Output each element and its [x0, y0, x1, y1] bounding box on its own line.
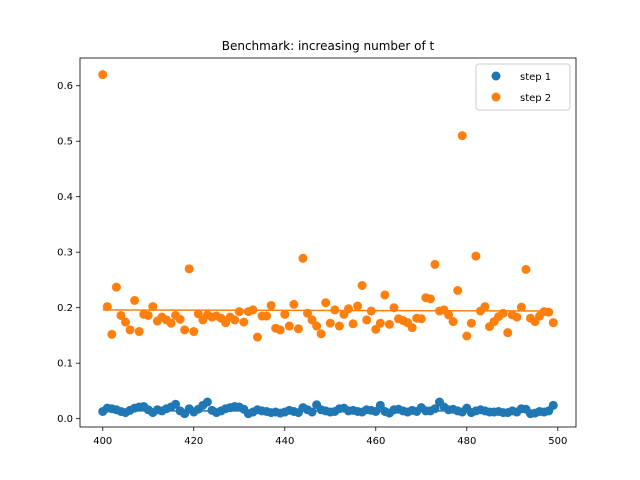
data-point-series-2	[121, 317, 130, 327]
y-tick-label: 0.5	[57, 137, 73, 148]
data-point-series-2	[453, 286, 463, 295]
data-point-series-2	[548, 318, 558, 328]
data-point-series-1	[548, 400, 558, 410]
data-point-series-2	[298, 253, 308, 263]
data-point-series-2	[389, 303, 399, 313]
data-point-series-2	[380, 290, 390, 300]
data-point-series-2	[366, 306, 376, 316]
data-point-series-2	[262, 311, 272, 321]
chart-title: Benchmark: increasing number of t	[222, 39, 435, 53]
y-tick-label: 0.0	[57, 414, 73, 425]
data-point-series-2	[325, 318, 335, 328]
data-point-series-1	[171, 399, 181, 409]
data-point-series-2	[175, 314, 185, 324]
data-point-series-2	[430, 259, 440, 269]
data-point-series-2	[252, 332, 262, 342]
y-tick-label: 0.2	[57, 303, 73, 314]
data-point-series-2	[462, 331, 472, 341]
data-point-series-2	[184, 264, 194, 274]
data-point-series-2	[166, 318, 176, 328]
y-tick-label: 0.4	[57, 192, 73, 203]
data-point-series-2	[416, 314, 426, 324]
legend-marker-series-2	[491, 92, 501, 102]
data-point-series-2	[375, 318, 385, 328]
data-point-series-2	[348, 319, 358, 329]
data-point-series-1	[202, 397, 212, 407]
data-point-series-2	[330, 305, 340, 315]
x-tick-label: 480	[457, 436, 476, 447]
data-point-series-2	[116, 310, 126, 320]
y-tick-label: 0.3	[57, 248, 73, 259]
data-point-series-2	[466, 318, 476, 328]
x-tick-label: 460	[366, 436, 385, 447]
data-point-series-2	[280, 309, 290, 319]
data-point-series-2	[239, 317, 249, 327]
data-point-series-2	[111, 282, 121, 292]
y-tick-label: 0.6	[57, 81, 73, 92]
legend-label-series-2: step 2	[520, 93, 551, 104]
data-point-series-1	[307, 407, 317, 417]
data-point-series-2	[102, 302, 112, 312]
legend-marker-series-1	[491, 71, 501, 81]
x-tick-label: 500	[548, 436, 567, 447]
data-point-series-2	[107, 329, 117, 339]
x-tick-label: 440	[275, 436, 294, 447]
data-point-series-2	[471, 251, 481, 261]
data-point-series-2	[362, 315, 372, 325]
data-point-series-2	[275, 325, 285, 335]
y-tick-label: 0.1	[57, 359, 73, 370]
data-point-series-2	[134, 327, 144, 337]
data-point-series-2	[234, 307, 244, 317]
data-point-series-2	[143, 310, 153, 320]
data-point-series-2	[544, 307, 554, 317]
data-point-series-2	[148, 302, 158, 312]
data-point-series-2	[130, 295, 140, 305]
data-point-series-2	[480, 302, 490, 312]
data-point-series-2	[448, 317, 458, 327]
data-point-series-2	[125, 325, 135, 335]
data-point-series-2	[521, 264, 531, 274]
data-point-series-2	[425, 294, 435, 304]
legend-label-series-1: step 1	[520, 72, 551, 83]
data-point-series-2	[289, 299, 299, 309]
data-point-series-1	[430, 404, 440, 414]
x-axis: 400 420 440 460 480 500	[93, 427, 567, 447]
plot-area	[79, 57, 577, 428]
data-point-series-2	[312, 321, 322, 331]
y-axis: 0.0 0.1 0.2 0.3 0.4 0.5 0.6	[57, 81, 80, 425]
data-point-series-2	[98, 70, 108, 80]
data-point-series-2	[357, 281, 367, 290]
data-point-series-2	[503, 328, 513, 338]
data-point-series-2	[230, 315, 240, 325]
data-point-series-2	[303, 308, 313, 318]
data-point-series-2	[248, 305, 258, 315]
data-point-series-2	[343, 304, 353, 314]
data-point-series-2	[407, 323, 417, 333]
data-point-series-2	[321, 298, 331, 308]
data-point-series-2	[180, 325, 190, 335]
data-point-series-2	[444, 310, 454, 320]
data-point-series-2	[189, 327, 199, 337]
data-point-series-2	[384, 319, 394, 329]
data-point-series-2	[266, 300, 276, 310]
data-point-series-2	[334, 321, 344, 331]
data-point-series-2	[284, 321, 294, 331]
plot-frame	[79, 57, 577, 428]
x-tick-label: 400	[93, 436, 112, 447]
data-point-series-2	[512, 312, 522, 322]
data-point-series-2	[316, 329, 326, 339]
legend: step 1 step 2	[475, 63, 571, 111]
x-tick-label: 420	[184, 436, 203, 447]
data-point-series-2	[457, 131, 467, 141]
data-point-series-2	[293, 324, 303, 334]
data-point-series-2	[353, 301, 363, 311]
data-point-series-2	[516, 302, 526, 312]
data-point-series-2	[498, 308, 508, 318]
